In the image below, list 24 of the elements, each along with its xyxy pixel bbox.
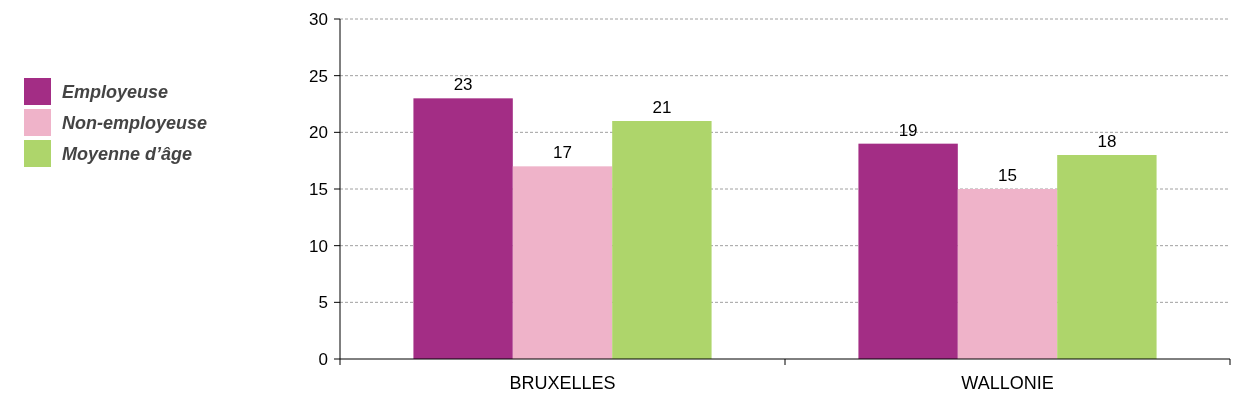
bar bbox=[612, 121, 712, 359]
data-label: 15 bbox=[998, 166, 1017, 185]
legend-label: Employeuse bbox=[62, 82, 169, 103]
bar bbox=[1057, 155, 1157, 359]
data-label: 17 bbox=[553, 143, 572, 163]
legend-label: Non-employeuse bbox=[62, 113, 208, 134]
y-tick-label: 15 bbox=[309, 179, 328, 199]
y-tick-label: 20 bbox=[309, 123, 328, 143]
y-tick-label: 30 bbox=[309, 9, 328, 29]
data-label: 23 bbox=[453, 75, 473, 95]
data-label: 19 bbox=[898, 120, 918, 140]
x-tick-label: WALLONIE bbox=[961, 373, 1054, 393]
y-tick-label: 0 bbox=[318, 349, 328, 369]
x-tick-label: BRUXELLES bbox=[509, 373, 616, 393]
bar bbox=[512, 166, 613, 359]
y-tick-label: 25 bbox=[309, 66, 328, 86]
y-tick-label: 5 bbox=[318, 293, 328, 313]
data-label: 21 bbox=[652, 98, 672, 117]
data-label: 18 bbox=[1097, 132, 1117, 151]
bar bbox=[858, 143, 958, 359]
legend-label: Moyenne d’âge bbox=[62, 144, 193, 165]
y-tick-label: 10 bbox=[309, 236, 328, 256]
bar bbox=[957, 189, 1058, 359]
bar bbox=[413, 98, 513, 359]
